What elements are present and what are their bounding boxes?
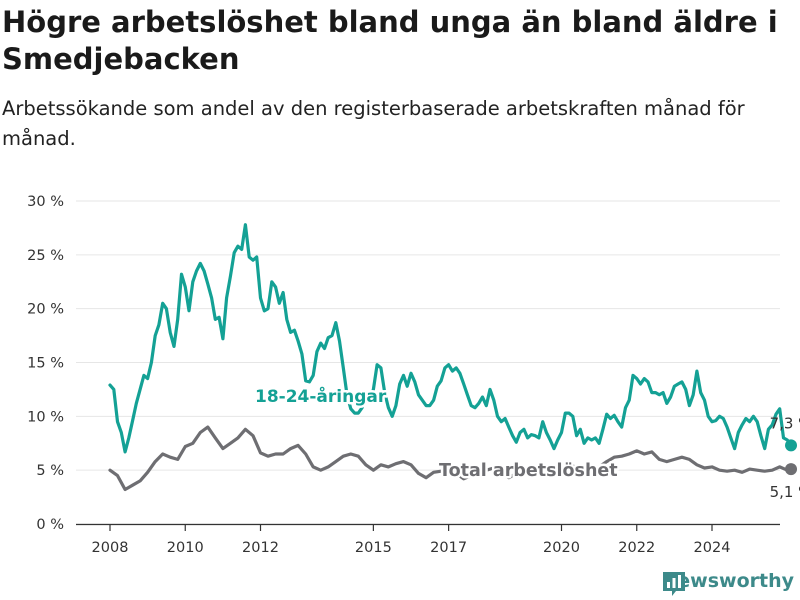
x-tick-label: 2022 — [618, 540, 655, 556]
x-tick-label: 2008 — [92, 540, 129, 556]
series-labels: 7,3 % 5,1 % 18-24-åringar Total arbetslöshe… — [253, 383, 800, 502]
series-young-end-marker — [785, 439, 798, 452]
y-tick-label: 20 % — [27, 302, 64, 318]
y-tick-label: 0 % — [36, 517, 64, 533]
x-tick-label: 2015 — [355, 540, 392, 556]
series-lines — [108, 223, 798, 492]
chart-title: Högre arbetslöshet bland unga än bland ä… — [2, 5, 778, 76]
y-tick-label: 25 % — [27, 248, 64, 264]
x-tick-label: 2012 — [242, 540, 279, 556]
y-axis: 0 % 5 % 10 % 15 % 20 % 25 % 30 % — [27, 194, 64, 533]
x-tick-label: 2010 — [167, 540, 204, 556]
y-tick-label: 15 % — [27, 356, 64, 372]
series-total-end-marker — [785, 463, 798, 476]
series-line-total — [108, 425, 793, 492]
end-label-total: 5,1 % — [770, 483, 800, 501]
annotation-total: Total arbetslöshet — [439, 461, 618, 481]
brand-name: Newsworthy — [661, 570, 794, 592]
y-tick-label: 10 % — [27, 409, 64, 425]
y-tick-label: 30 % — [27, 194, 64, 210]
brand-logo: Newsworthy — [661, 570, 794, 596]
end-label-young: 7,3 % — [770, 414, 800, 432]
y-tick-label: 5 % — [36, 463, 64, 479]
annotation-18-24: 18-24-åringar — [255, 385, 387, 407]
x-axis: 2008 2010 2012 2015 2017 2020 2022 2024 — [76, 523, 780, 556]
x-tick-label: 2017 — [430, 540, 467, 556]
series-line-18-24 — [108, 223, 793, 454]
newsworthy-logo-icon — [663, 572, 686, 596]
x-tick-label: 2020 — [543, 540, 580, 556]
chart-subtitle: Arbetssökande som andel av den registerb… — [2, 97, 745, 150]
x-tick-label: 2024 — [694, 540, 731, 556]
